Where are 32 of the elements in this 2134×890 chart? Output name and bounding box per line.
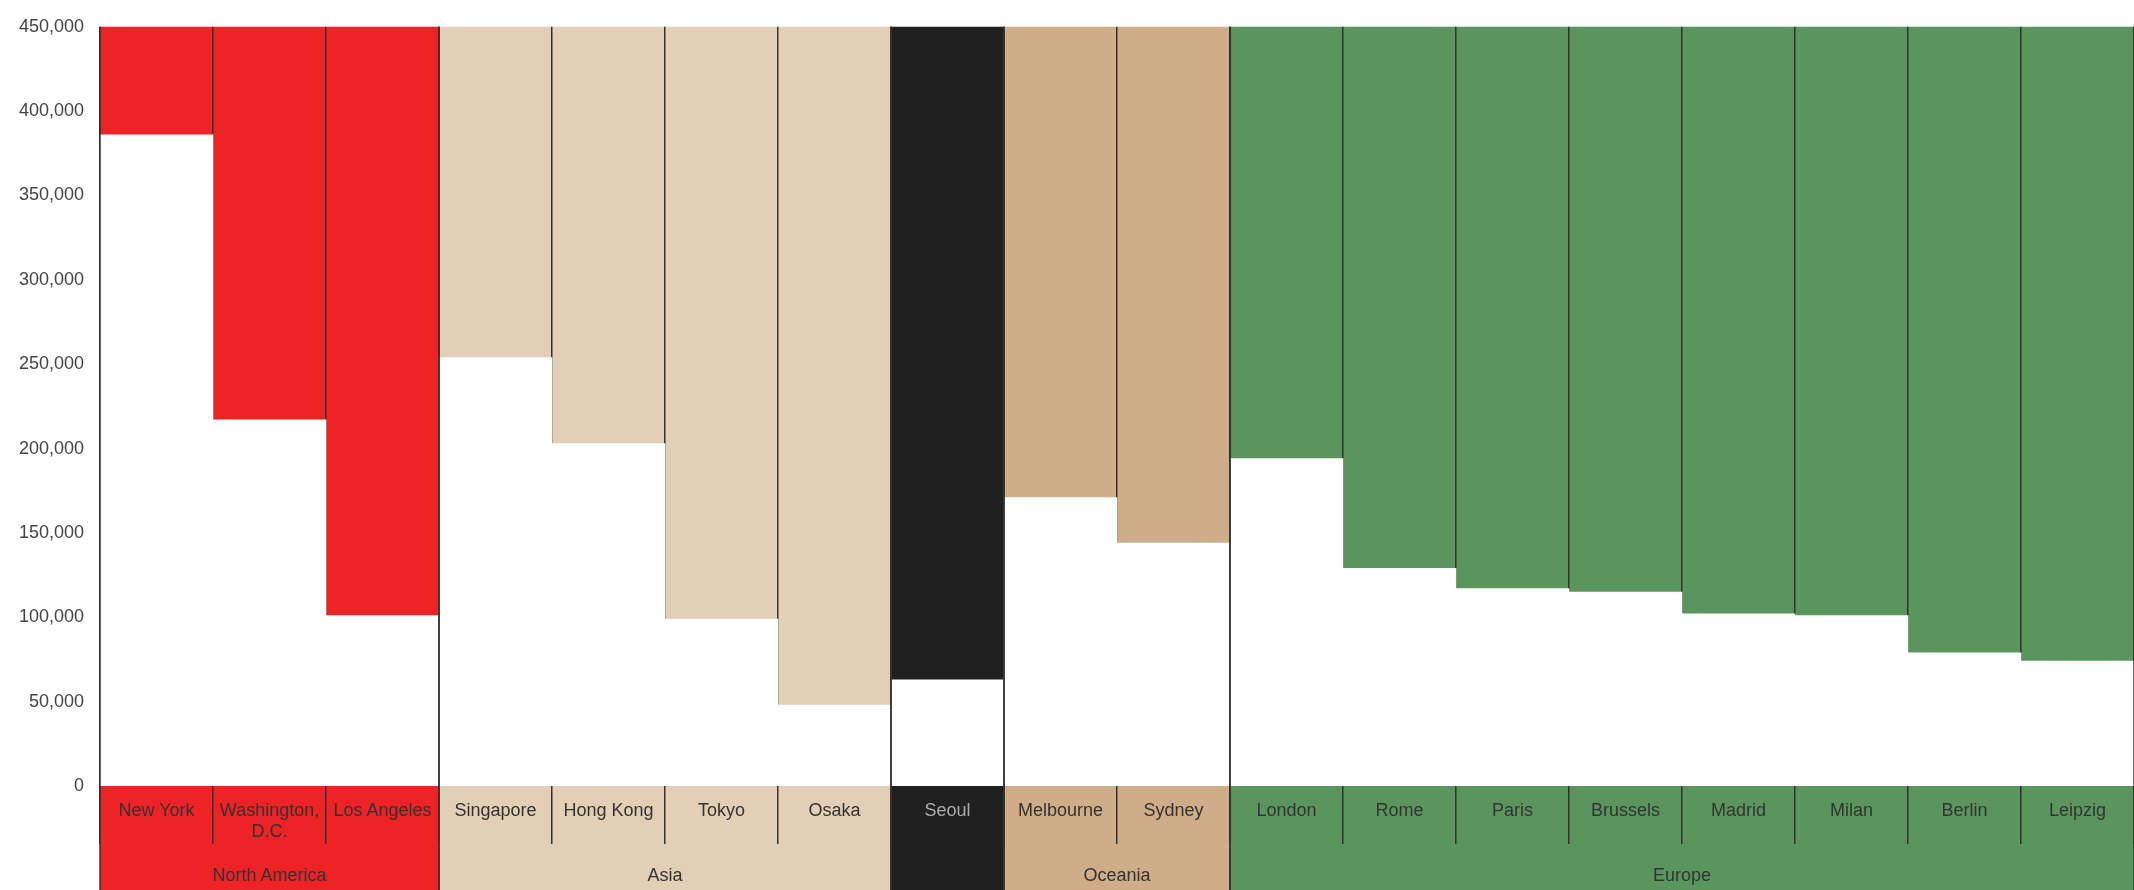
y-tick-label: 100,000 xyxy=(18,606,84,627)
band-label: Asia xyxy=(647,864,684,885)
y-tick-label: 350,000 xyxy=(18,184,84,205)
x-tick-label: Sydney xyxy=(1143,799,1204,820)
band-label: Europe xyxy=(1652,864,1712,885)
x-tick-label: Tokyo xyxy=(697,799,746,820)
y-tick-label: 300,000 xyxy=(18,268,84,289)
band-label: North America xyxy=(212,864,328,885)
x-tick-label: Leipzig xyxy=(2048,799,2107,820)
x-tick-label: Berlin xyxy=(1941,799,1988,820)
x-tick-label: London xyxy=(1256,799,1317,820)
x-tick-label: Melbourne xyxy=(1017,799,1104,820)
x-tick-label: Hong Kong xyxy=(563,799,654,820)
x-tick-label: Madrid xyxy=(1710,799,1767,820)
x-tick-label: Los Angeles xyxy=(333,799,432,820)
y-tick-label: 450,000 xyxy=(18,15,84,36)
x-tick-label: Osaka xyxy=(808,799,862,820)
y-tick-label: 0 xyxy=(73,774,84,795)
y-tick-label: 150,000 xyxy=(18,521,84,542)
x-tick-label: Washington, D.C. xyxy=(219,799,320,842)
y-tick-label: 200,000 xyxy=(18,437,84,458)
x-tick-label: Brussels xyxy=(1590,799,1661,820)
x-tick-label: Seoul xyxy=(924,799,971,820)
x-tick-label: Singapore xyxy=(454,799,537,820)
y-tick-label: 50,000 xyxy=(28,690,84,711)
y-tick-label: 400,000 xyxy=(18,100,84,121)
band-label: Oceania xyxy=(1083,864,1152,885)
x-tick-label: New York xyxy=(118,799,196,820)
x-tick-label: Paris xyxy=(1491,799,1534,820)
x-tick-label: Rome xyxy=(1375,799,1424,820)
x-tick-label: Milan xyxy=(1829,799,1874,820)
y-tick-label: 250,000 xyxy=(18,353,84,374)
